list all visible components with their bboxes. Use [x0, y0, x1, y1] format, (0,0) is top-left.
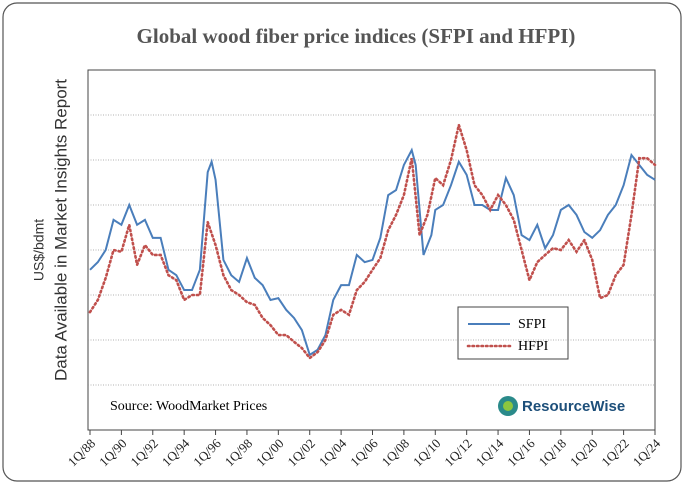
- legend-label: HFPI: [518, 339, 549, 354]
- chart-title: Global wood fiber price indices (SFPI an…: [137, 24, 576, 48]
- source: Source: WoodMarket Prices: [110, 399, 267, 414]
- logo-icon-inner: [503, 401, 513, 411]
- y-axis-label: US$/bdmt: [31, 219, 47, 281]
- frame: [2, 2, 682, 482]
- series-line: [89, 147, 656, 357]
- legend: [457, 306, 569, 360]
- y-axis-note: Data Available in Market Insights Report: [51, 79, 70, 381]
- logo-text: ResourceWise: [522, 398, 625, 415]
- series-line: [88, 119, 657, 360]
- legend-label: SFPI: [518, 317, 546, 332]
- logo: ResourceWise: [498, 396, 625, 416]
